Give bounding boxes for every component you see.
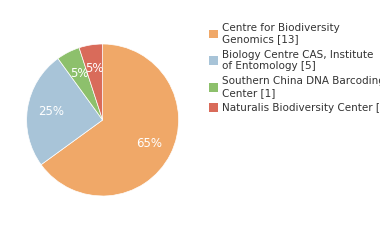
Text: 65%: 65% [136,137,162,150]
Text: 25%: 25% [38,105,65,118]
Legend: Centre for Biodiversity
Genomics [13], Biology Centre CAS, Institute
of Entomolo: Centre for Biodiversity Genomics [13], B… [207,21,380,115]
Wedge shape [41,44,179,196]
Wedge shape [27,59,103,165]
Wedge shape [58,48,103,120]
Text: 5%: 5% [70,67,89,80]
Text: 5%: 5% [85,62,104,75]
Wedge shape [79,44,103,120]
